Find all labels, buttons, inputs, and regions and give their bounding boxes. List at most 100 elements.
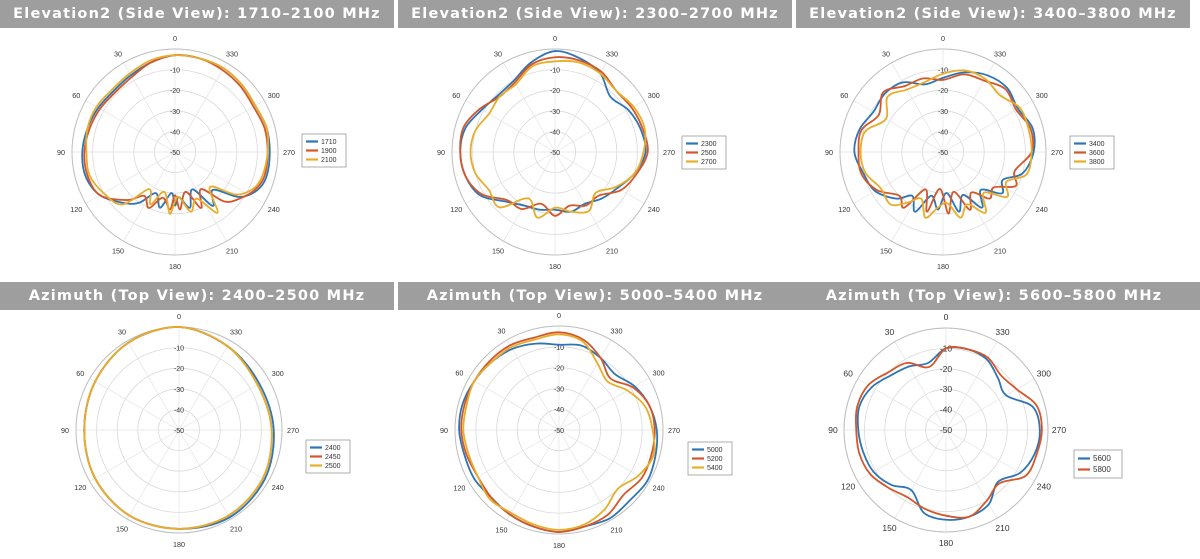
legend-label: 3600 bbox=[1089, 150, 1105, 157]
angle-tick-label: 0 bbox=[173, 34, 177, 43]
grid-spoke bbox=[503, 62, 556, 153]
legend-label: 2300 bbox=[701, 141, 717, 148]
angle-tick-label: 210 bbox=[994, 247, 1006, 256]
grid-spoke bbox=[857, 378, 947, 431]
legend: 5600 5800 bbox=[1073, 449, 1123, 479]
radial-tick-label: -30 bbox=[174, 387, 184, 394]
grid-spoke bbox=[942, 100, 1033, 153]
grid-spoke bbox=[506, 339, 560, 431]
radial-tick-label: -50 bbox=[554, 428, 564, 435]
angle-tick-label: 330 bbox=[606, 49, 618, 58]
polar-grid bbox=[454, 325, 664, 535]
legend-label: 2500 bbox=[325, 463, 341, 470]
chart-title: Azimuth (Top View): 5600–5800 MHz bbox=[788, 282, 1200, 310]
legend-label: 3800 bbox=[1089, 159, 1105, 166]
radial-tick-label: -40 bbox=[170, 129, 180, 136]
angle-tick-label: 150 bbox=[492, 247, 504, 256]
outer-ring bbox=[839, 48, 1047, 256]
angle-tick-label: 150 bbox=[880, 247, 892, 256]
angle-tick-label: 270 bbox=[663, 148, 675, 157]
angle-tick-label: 120 bbox=[838, 205, 850, 214]
grid-spoke bbox=[127, 429, 180, 520]
grid-spoke bbox=[89, 429, 180, 482]
angle-tick-label: 0 bbox=[177, 312, 181, 321]
angle-tick-label: 90 bbox=[828, 425, 838, 435]
angle-tick-label: 240 bbox=[1037, 482, 1051, 492]
angle-tick-label: 60 bbox=[843, 369, 853, 379]
grid-spoke bbox=[506, 429, 560, 521]
legend-label: 5200 bbox=[707, 456, 723, 463]
grid-spoke bbox=[85, 151, 176, 204]
angle-tick-label: 0 bbox=[557, 311, 561, 320]
outer-ring bbox=[843, 327, 1049, 533]
angle-tick-label: 210 bbox=[226, 247, 238, 256]
legend-label: 5400 bbox=[707, 465, 723, 472]
angle-tick-label: 330 bbox=[611, 326, 623, 335]
grid-spoke bbox=[89, 378, 180, 431]
angle-tick-label: 300 bbox=[648, 91, 660, 100]
grid-spoke bbox=[554, 151, 607, 242]
series-line bbox=[83, 54, 269, 211]
legend-label: 2500 bbox=[701, 150, 717, 157]
angle-tick-label: 300 bbox=[653, 369, 665, 378]
grid-spoke bbox=[178, 378, 269, 431]
polar-chart: 0306090120150180210240270300330-10-20-30… bbox=[61, 312, 351, 549]
angle-tick-label: 300 bbox=[1037, 369, 1051, 379]
angle-tick-label: 90 bbox=[437, 148, 445, 157]
grid-spoke bbox=[174, 151, 265, 204]
angle-tick-label: 300 bbox=[1036, 91, 1048, 100]
radial-tick-label: -40 bbox=[938, 129, 948, 136]
legend: 3400 3600 3800 bbox=[1069, 135, 1115, 170]
polar-chart: 0306090120150180210240270300330-10-20-30… bbox=[825, 34, 1115, 271]
grid-spoke bbox=[945, 429, 1035, 482]
chart-panel-3: Elevation2 (Side View): 3400–3800 MHz 0 3… bbox=[796, 0, 1190, 275]
grid-spoke bbox=[558, 429, 612, 521]
grid-spoke bbox=[894, 429, 947, 519]
angle-tick-label: 30 bbox=[885, 327, 895, 337]
grid-spoke bbox=[945, 429, 998, 519]
radial-tick-label: -10 bbox=[550, 68, 560, 75]
angle-tick-label: 240 bbox=[1036, 205, 1048, 214]
angle-tick-label: 240 bbox=[648, 205, 660, 214]
angle-tick-label: 210 bbox=[606, 247, 618, 256]
angle-tick-label: 0 bbox=[944, 312, 949, 322]
angle-tick-label: 180 bbox=[173, 540, 185, 549]
angle-tick-label: 150 bbox=[496, 526, 508, 535]
legend-label: 2400 bbox=[325, 445, 341, 452]
legend-label: 2700 bbox=[701, 159, 717, 166]
angle-tick-label: 210 bbox=[995, 523, 1009, 533]
chart-panel-5: Azimuth (Top View): 5000–5400 MHz 0 30 60 9… bbox=[398, 282, 792, 557]
angle-tick-label: 150 bbox=[882, 523, 896, 533]
grid-spoke bbox=[942, 62, 995, 153]
angle-tick-label: 30 bbox=[882, 49, 890, 58]
angle-tick-label: 30 bbox=[498, 326, 506, 335]
angle-tick-label: 330 bbox=[995, 327, 1009, 337]
grid-spoke bbox=[945, 341, 998, 431]
angle-tick-label: 60 bbox=[840, 91, 848, 100]
angle-tick-label: 120 bbox=[453, 484, 465, 493]
radial-tick-label: -50 bbox=[938, 150, 948, 157]
legend-label: 1710 bbox=[321, 139, 337, 146]
radial-tick-label: -30 bbox=[170, 109, 180, 116]
legend-label: 3400 bbox=[1089, 141, 1105, 148]
angle-tick-label: 180 bbox=[937, 262, 949, 271]
grid-spoke bbox=[945, 378, 1035, 431]
angle-tick-label: 330 bbox=[226, 49, 238, 58]
angle-tick-label: 270 bbox=[668, 426, 680, 435]
radial-tick-label: -40 bbox=[174, 407, 184, 414]
angle-tick-label: 240 bbox=[272, 483, 284, 492]
grid-spoke bbox=[468, 429, 560, 483]
legend-label: 5800 bbox=[1093, 465, 1111, 474]
angle-tick-label: 90 bbox=[61, 426, 69, 435]
chart-panel-6: Azimuth (Top View): 5600–5800 MHz 0 30 60 9… bbox=[788, 282, 1200, 557]
series-line bbox=[855, 346, 1043, 519]
grid-spoke bbox=[554, 100, 645, 153]
angle-tick-label: 90 bbox=[825, 148, 833, 157]
radial-tick-label: -40 bbox=[940, 405, 953, 415]
angle-tick-label: 90 bbox=[57, 148, 65, 157]
outer-ring bbox=[71, 48, 279, 256]
polar-chart: 0306090120150180210240270300330-10-20-30… bbox=[828, 312, 1123, 548]
chart-title: Azimuth (Top View): 2400–2500 MHz bbox=[0, 282, 394, 310]
grid-spoke bbox=[558, 377, 650, 431]
legend: 1710 1900 2100 bbox=[301, 133, 347, 168]
